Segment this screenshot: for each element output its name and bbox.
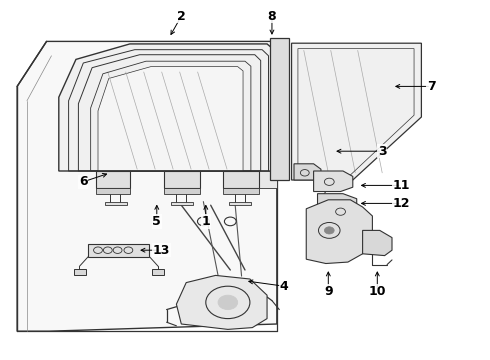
Polygon shape <box>105 202 127 205</box>
Polygon shape <box>294 164 321 180</box>
Text: 8: 8 <box>268 10 276 23</box>
Polygon shape <box>98 67 243 171</box>
Polygon shape <box>223 171 259 188</box>
Polygon shape <box>59 44 277 171</box>
Circle shape <box>324 227 334 234</box>
Polygon shape <box>314 171 353 192</box>
Polygon shape <box>74 269 86 275</box>
Polygon shape <box>270 38 289 180</box>
Polygon shape <box>176 275 267 329</box>
Polygon shape <box>363 230 392 256</box>
Polygon shape <box>318 194 357 212</box>
Polygon shape <box>96 171 130 188</box>
Text: 7: 7 <box>427 80 436 93</box>
Polygon shape <box>171 202 193 205</box>
Text: 9: 9 <box>324 285 333 298</box>
Polygon shape <box>223 188 259 194</box>
Polygon shape <box>292 43 421 180</box>
Polygon shape <box>17 41 277 331</box>
Text: 2: 2 <box>177 10 186 23</box>
Text: 10: 10 <box>368 285 386 298</box>
Text: 4: 4 <box>280 280 289 293</box>
Polygon shape <box>259 171 277 188</box>
Text: 6: 6 <box>79 175 88 188</box>
Text: 11: 11 <box>393 179 411 192</box>
Text: 1: 1 <box>201 215 210 228</box>
Text: 13: 13 <box>153 244 171 257</box>
Polygon shape <box>88 244 149 257</box>
Polygon shape <box>152 269 164 275</box>
Polygon shape <box>306 200 372 264</box>
Polygon shape <box>96 188 130 194</box>
Polygon shape <box>164 188 200 194</box>
Circle shape <box>218 295 238 310</box>
Text: 3: 3 <box>378 145 387 158</box>
Polygon shape <box>229 202 251 205</box>
Polygon shape <box>164 171 200 188</box>
Text: 12: 12 <box>393 197 411 210</box>
Text: 5: 5 <box>152 215 161 228</box>
